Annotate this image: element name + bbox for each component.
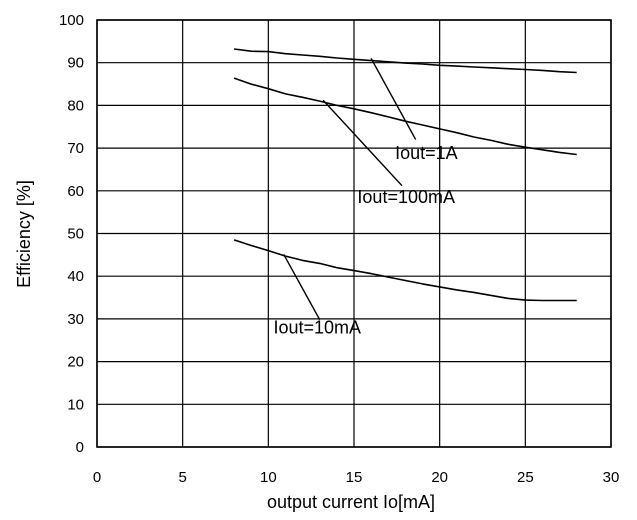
y-tick-label: 30: [67, 311, 84, 328]
y-tick-label: 60: [67, 183, 84, 200]
y-tick-label: 50: [67, 226, 84, 243]
y-tick-label: 10: [67, 396, 84, 413]
tick-labels: 0 5 10 15 20 25 30 0 10 20 30 40 50 60 70 80 90 100: [59, 12, 619, 486]
series-line-1: [233, 48, 577, 74]
series-line-3: [233, 239, 577, 302]
x-tick-label: 0: [93, 469, 101, 486]
x-tick-label: 15: [346, 469, 363, 486]
y-tick-label: 20: [67, 354, 84, 371]
y-tick-label: 0: [76, 439, 84, 456]
annotation-leader-line: [322, 99, 403, 187]
annotation-label: Iout=100mA: [357, 187, 455, 207]
y-tick-label: 80: [67, 97, 84, 114]
x-tick-label: 10: [260, 469, 277, 486]
x-tick-label: 25: [517, 469, 534, 486]
x-tick-label: 20: [431, 469, 448, 486]
annotation-leader-line: [370, 58, 417, 140]
y-tick-label: 90: [67, 55, 84, 72]
annotation-leader-line: [283, 254, 321, 321]
annotation-label: Iout=10mA: [273, 317, 361, 337]
y-axis-label: Efficiency [%]: [14, 180, 34, 288]
plot-area-frame: [96, 19, 612, 448]
y-tick-label: 100: [59, 12, 84, 29]
y-tick-label: 40: [67, 268, 84, 285]
grid: [96, 19, 612, 448]
y-tick-label: 70: [67, 140, 84, 157]
annotations: Iout=1A Iout=100mA Iout=10mA: [273, 58, 458, 337]
annotation-label: Iout=1A: [395, 143, 458, 163]
x-tick-label: 30: [603, 469, 620, 486]
x-axis-label: output current Io[mA]: [267, 492, 435, 512]
x-tick-label: 5: [178, 469, 186, 486]
